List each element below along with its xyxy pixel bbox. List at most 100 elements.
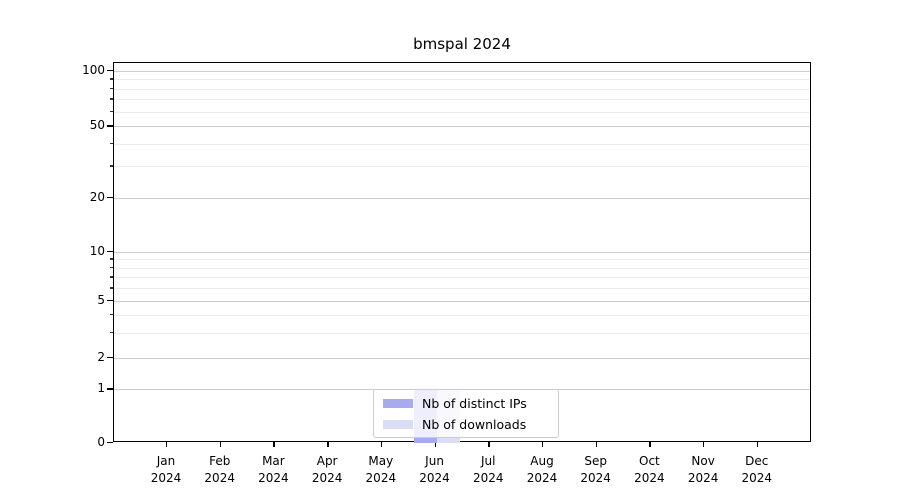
y-tick-label: 5 bbox=[97, 293, 105, 307]
y-axis-tick bbox=[107, 442, 113, 444]
x-tick-year: 2024 bbox=[150, 471, 182, 485]
y-tick-label: 100 bbox=[82, 63, 105, 77]
x-tick-month: Jan bbox=[156, 454, 176, 468]
y-tick-label: 1 bbox=[97, 381, 105, 396]
x-tick-year: 2024 bbox=[204, 471, 235, 485]
gridline-minor bbox=[114, 277, 810, 279]
x-axis-tick bbox=[595, 442, 598, 447]
x-axis-tick bbox=[488, 442, 490, 447]
y-axis-minor-tick bbox=[109, 331, 113, 334]
x-tick-month: Feb bbox=[209, 454, 231, 468]
x-tick-month: Dec bbox=[745, 454, 769, 468]
x-tick-month: Oct bbox=[639, 454, 660, 468]
x-tick-label: May 2024 bbox=[354, 453, 408, 487]
x-tick-month: Nov bbox=[691, 454, 715, 468]
x-tick-label: Oct 2024 bbox=[622, 453, 676, 487]
x-tick-month: May bbox=[368, 454, 394, 468]
y-tick-label: 0 bbox=[97, 435, 105, 449]
chart-title: bmspal 2024 bbox=[413, 35, 511, 53]
gridline-major bbox=[114, 126, 810, 128]
x-tick-month: Jul bbox=[481, 454, 496, 468]
y-axis-minor-tick bbox=[109, 276, 113, 278]
x-tick-year: 2024 bbox=[419, 471, 450, 485]
x-tick-label: Dec 2024 bbox=[730, 453, 784, 487]
legend-item-distinct-ips: Nb of distinct IPs bbox=[383, 394, 551, 412]
y-axis-minor-tick bbox=[109, 98, 113, 100]
x-tick-label: Jun 2024 bbox=[408, 453, 462, 487]
y-axis-minor-tick bbox=[109, 258, 113, 260]
y-axis-minor-tick bbox=[109, 78, 113, 80]
y-axis-minor-tick bbox=[109, 266, 113, 269]
gridline-major bbox=[114, 301, 810, 302]
y-axis-tick bbox=[107, 197, 113, 199]
x-tick-year: 2024 bbox=[687, 471, 719, 485]
plot-area bbox=[113, 62, 811, 443]
x-tick-label: Apr 2024 bbox=[300, 453, 354, 487]
x-axis-tick bbox=[703, 442, 705, 447]
gridline-major bbox=[114, 252, 810, 253]
y-tick-label: 50 bbox=[89, 118, 105, 133]
gridline-minor bbox=[114, 314, 810, 316]
x-tick-year: 2024 bbox=[580, 471, 611, 485]
y-tick-label: 2 bbox=[97, 350, 105, 364]
x-tick-month: Mar bbox=[262, 454, 285, 468]
x-axis-tick bbox=[273, 442, 275, 447]
x-tick-label: Jan 2024 bbox=[139, 453, 193, 487]
legend-label-downloads: Nb of downloads bbox=[422, 416, 527, 432]
gridline-major bbox=[114, 71, 810, 72]
gridline-minor bbox=[114, 79, 810, 81]
y-axis-minor-tick bbox=[109, 110, 113, 113]
gridline-major bbox=[114, 198, 810, 199]
x-axis-tick bbox=[649, 442, 651, 447]
x-axis-tick bbox=[327, 442, 329, 447]
y-axis-tick bbox=[107, 357, 113, 359]
x-tick-year: 2024 bbox=[311, 471, 343, 485]
legend-label-distinct-ips: Nb of distinct IPs bbox=[422, 395, 527, 411]
y-axis-tick bbox=[107, 125, 113, 127]
x-tick-year: 2024 bbox=[634, 471, 665, 485]
y-tick-label: 10 bbox=[89, 244, 105, 258]
y-axis-minor-tick bbox=[109, 287, 113, 289]
legend-item-downloads: Nb of downloads bbox=[383, 415, 551, 433]
x-tick-label: Nov 2024 bbox=[676, 453, 730, 487]
x-axis-tick bbox=[756, 442, 759, 447]
x-axis-tick bbox=[434, 442, 436, 447]
x-tick-label: Mar 2024 bbox=[246, 453, 300, 487]
x-tick-month: Jun bbox=[425, 454, 444, 468]
gridline-minor bbox=[114, 166, 810, 168]
gridline-minor bbox=[114, 111, 810, 113]
x-tick-label: Feb 2024 bbox=[193, 453, 247, 487]
legend-swatch-downloads bbox=[383, 419, 413, 429]
y-tick-label: 20 bbox=[89, 190, 105, 204]
y-axis-tick bbox=[107, 388, 113, 390]
x-tick-year: 2024 bbox=[472, 471, 504, 485]
x-tick-label: Sep 2024 bbox=[569, 453, 623, 487]
y-axis-tick bbox=[107, 70, 113, 72]
x-tick-year: 2024 bbox=[741, 471, 773, 485]
y-axis-minor-tick bbox=[109, 165, 113, 167]
gridline-minor bbox=[114, 267, 810, 269]
x-tick-month: Sep bbox=[584, 454, 607, 468]
legend: Nb of distinct IPs Nb of downloads bbox=[373, 389, 559, 438]
gridline-minor bbox=[114, 143, 810, 145]
y-axis-tick bbox=[107, 300, 113, 302]
x-tick-year: 2024 bbox=[365, 471, 397, 485]
gridline-minor bbox=[114, 88, 810, 90]
x-tick-label: Aug 2024 bbox=[515, 453, 569, 487]
x-tick-year: 2024 bbox=[258, 471, 289, 485]
y-axis-minor-tick bbox=[109, 142, 113, 145]
legend-swatch-distinct-ips bbox=[383, 398, 413, 408]
gridline-minor bbox=[114, 332, 810, 334]
x-axis-tick bbox=[541, 442, 544, 447]
x-axis-tick bbox=[166, 442, 168, 447]
y-axis-minor-tick bbox=[109, 313, 113, 316]
y-axis-tick bbox=[107, 251, 113, 253]
gridline-minor bbox=[114, 288, 810, 290]
x-tick-label: Jul 2024 bbox=[461, 453, 515, 487]
gridline-major bbox=[114, 358, 810, 359]
x-axis-tick bbox=[219, 442, 222, 447]
x-tick-month: Aug bbox=[530, 454, 554, 468]
y-axis-minor-tick bbox=[109, 87, 113, 90]
gridline-minor bbox=[114, 99, 810, 101]
